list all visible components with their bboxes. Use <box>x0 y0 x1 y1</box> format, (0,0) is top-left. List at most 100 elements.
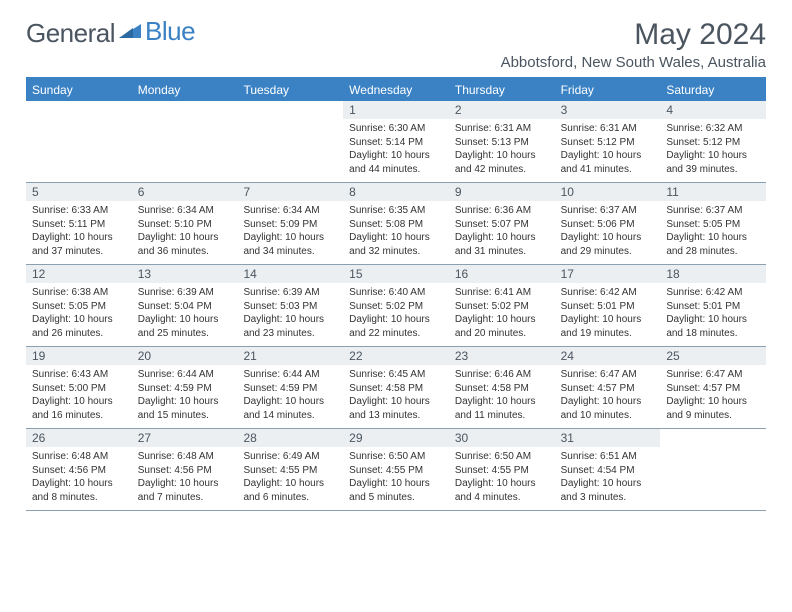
day-number: 30 <box>449 429 555 447</box>
day-cell: 9Sunrise: 6:36 AMSunset: 5:07 PMDaylight… <box>449 183 555 264</box>
day-details: Sunrise: 6:50 AMSunset: 4:55 PMDaylight:… <box>343 447 449 510</box>
day-details: Sunrise: 6:41 AMSunset: 5:02 PMDaylight:… <box>449 283 555 346</box>
day-details: Sunrise: 6:31 AMSunset: 5:13 PMDaylight:… <box>449 119 555 182</box>
day-number: 1 <box>343 101 449 119</box>
day-details: Sunrise: 6:39 AMSunset: 5:04 PMDaylight:… <box>132 283 238 346</box>
day-cell: 24Sunrise: 6:47 AMSunset: 4:57 PMDayligh… <box>555 347 661 428</box>
day-number <box>26 101 132 119</box>
day-details: Sunrise: 6:47 AMSunset: 4:57 PMDaylight:… <box>555 365 661 428</box>
day-details: Sunrise: 6:33 AMSunset: 5:11 PMDaylight:… <box>26 201 132 264</box>
day-cell: 5Sunrise: 6:33 AMSunset: 5:11 PMDaylight… <box>26 183 132 264</box>
day-details: Sunrise: 6:44 AMSunset: 4:59 PMDaylight:… <box>132 365 238 428</box>
day-number: 6 <box>132 183 238 201</box>
week-row: 12Sunrise: 6:38 AMSunset: 5:05 PMDayligh… <box>26 265 766 347</box>
day-details: Sunrise: 6:42 AMSunset: 5:01 PMDaylight:… <box>660 283 766 346</box>
location: Abbotsford, New South Wales, Australia <box>501 54 766 71</box>
day-cell: 14Sunrise: 6:39 AMSunset: 5:03 PMDayligh… <box>237 265 343 346</box>
day-cell: 11Sunrise: 6:37 AMSunset: 5:05 PMDayligh… <box>660 183 766 264</box>
empty-cell <box>26 101 132 182</box>
day-number: 19 <box>26 347 132 365</box>
triangle-icon <box>119 22 141 45</box>
empty-cell <box>660 429 766 510</box>
day-cell: 15Sunrise: 6:40 AMSunset: 5:02 PMDayligh… <box>343 265 449 346</box>
day-details: Sunrise: 6:45 AMSunset: 4:58 PMDaylight:… <box>343 365 449 428</box>
week-row: 26Sunrise: 6:48 AMSunset: 4:56 PMDayligh… <box>26 429 766 511</box>
day-cell: 22Sunrise: 6:45 AMSunset: 4:58 PMDayligh… <box>343 347 449 428</box>
day-number: 25 <box>660 347 766 365</box>
day-number: 27 <box>132 429 238 447</box>
day-details: Sunrise: 6:34 AMSunset: 5:09 PMDaylight:… <box>237 201 343 264</box>
day-number: 20 <box>132 347 238 365</box>
day-number: 29 <box>343 429 449 447</box>
day-cell: 3Sunrise: 6:31 AMSunset: 5:12 PMDaylight… <box>555 101 661 182</box>
day-details: Sunrise: 6:47 AMSunset: 4:57 PMDaylight:… <box>660 365 766 428</box>
weekday-header: Monday <box>132 79 238 101</box>
day-number: 4 <box>660 101 766 119</box>
weekday-header: Thursday <box>449 79 555 101</box>
day-number: 8 <box>343 183 449 201</box>
weekday-header: Tuesday <box>237 79 343 101</box>
day-cell: 12Sunrise: 6:38 AMSunset: 5:05 PMDayligh… <box>26 265 132 346</box>
weekday-header: Sunday <box>26 79 132 101</box>
day-details: Sunrise: 6:31 AMSunset: 5:12 PMDaylight:… <box>555 119 661 182</box>
day-details: Sunrise: 6:38 AMSunset: 5:05 PMDaylight:… <box>26 283 132 346</box>
title-block: May 2024 Abbotsford, New South Wales, Au… <box>501 18 766 71</box>
day-number <box>237 101 343 119</box>
day-cell: 17Sunrise: 6:42 AMSunset: 5:01 PMDayligh… <box>555 265 661 346</box>
weekday-header: Friday <box>555 79 661 101</box>
day-cell: 19Sunrise: 6:43 AMSunset: 5:00 PMDayligh… <box>26 347 132 428</box>
day-number: 28 <box>237 429 343 447</box>
day-number: 11 <box>660 183 766 201</box>
day-number: 23 <box>449 347 555 365</box>
day-cell: 31Sunrise: 6:51 AMSunset: 4:54 PMDayligh… <box>555 429 661 510</box>
day-details: Sunrise: 6:37 AMSunset: 5:06 PMDaylight:… <box>555 201 661 264</box>
day-number: 15 <box>343 265 449 283</box>
weekday-header: Wednesday <box>343 79 449 101</box>
calendar-grid: SundayMondayTuesdayWednesdayThursdayFrid… <box>26 77 766 511</box>
week-row: 5Sunrise: 6:33 AMSunset: 5:11 PMDaylight… <box>26 183 766 265</box>
day-number: 14 <box>237 265 343 283</box>
day-cell: 1Sunrise: 6:30 AMSunset: 5:14 PMDaylight… <box>343 101 449 182</box>
day-number: 10 <box>555 183 661 201</box>
day-details: Sunrise: 6:42 AMSunset: 5:01 PMDaylight:… <box>555 283 661 346</box>
day-details <box>132 119 238 177</box>
day-details: Sunrise: 6:46 AMSunset: 4:58 PMDaylight:… <box>449 365 555 428</box>
day-number: 2 <box>449 101 555 119</box>
day-details: Sunrise: 6:40 AMSunset: 5:02 PMDaylight:… <box>343 283 449 346</box>
calendar-body: 1Sunrise: 6:30 AMSunset: 5:14 PMDaylight… <box>26 101 766 511</box>
header: General Blue May 2024 Abbotsford, New So… <box>26 18 766 71</box>
week-row: 19Sunrise: 6:43 AMSunset: 5:00 PMDayligh… <box>26 347 766 429</box>
day-number: 17 <box>555 265 661 283</box>
day-cell: 27Sunrise: 6:48 AMSunset: 4:56 PMDayligh… <box>132 429 238 510</box>
day-details: Sunrise: 6:39 AMSunset: 5:03 PMDaylight:… <box>237 283 343 346</box>
day-details: Sunrise: 6:37 AMSunset: 5:05 PMDaylight:… <box>660 201 766 264</box>
day-number: 12 <box>26 265 132 283</box>
day-number: 3 <box>555 101 661 119</box>
day-details: Sunrise: 6:34 AMSunset: 5:10 PMDaylight:… <box>132 201 238 264</box>
day-cell: 7Sunrise: 6:34 AMSunset: 5:09 PMDaylight… <box>237 183 343 264</box>
day-number <box>660 429 766 447</box>
day-cell: 6Sunrise: 6:34 AMSunset: 5:10 PMDaylight… <box>132 183 238 264</box>
day-details: Sunrise: 6:30 AMSunset: 5:14 PMDaylight:… <box>343 119 449 182</box>
day-cell: 28Sunrise: 6:49 AMSunset: 4:55 PMDayligh… <box>237 429 343 510</box>
day-number: 5 <box>26 183 132 201</box>
day-number: 18 <box>660 265 766 283</box>
day-details: Sunrise: 6:44 AMSunset: 4:59 PMDaylight:… <box>237 365 343 428</box>
day-cell: 30Sunrise: 6:50 AMSunset: 4:55 PMDayligh… <box>449 429 555 510</box>
day-details: Sunrise: 6:43 AMSunset: 5:00 PMDaylight:… <box>26 365 132 428</box>
weekday-header: Saturday <box>660 79 766 101</box>
day-details: Sunrise: 6:51 AMSunset: 4:54 PMDaylight:… <box>555 447 661 510</box>
brand-part1: General <box>26 18 115 49</box>
day-details <box>660 447 766 505</box>
brand-part2: Blue <box>145 16 195 46</box>
day-details: Sunrise: 6:48 AMSunset: 4:56 PMDaylight:… <box>26 447 132 510</box>
day-cell: 10Sunrise: 6:37 AMSunset: 5:06 PMDayligh… <box>555 183 661 264</box>
day-cell: 4Sunrise: 6:32 AMSunset: 5:12 PMDaylight… <box>660 101 766 182</box>
weekday-header-row: SundayMondayTuesdayWednesdayThursdayFrid… <box>26 79 766 101</box>
week-row: 1Sunrise: 6:30 AMSunset: 5:14 PMDaylight… <box>26 101 766 183</box>
day-number: 16 <box>449 265 555 283</box>
day-cell: 26Sunrise: 6:48 AMSunset: 4:56 PMDayligh… <box>26 429 132 510</box>
day-cell: 2Sunrise: 6:31 AMSunset: 5:13 PMDaylight… <box>449 101 555 182</box>
day-details: Sunrise: 6:36 AMSunset: 5:07 PMDaylight:… <box>449 201 555 264</box>
calendar-page: General Blue May 2024 Abbotsford, New So… <box>0 0 792 529</box>
